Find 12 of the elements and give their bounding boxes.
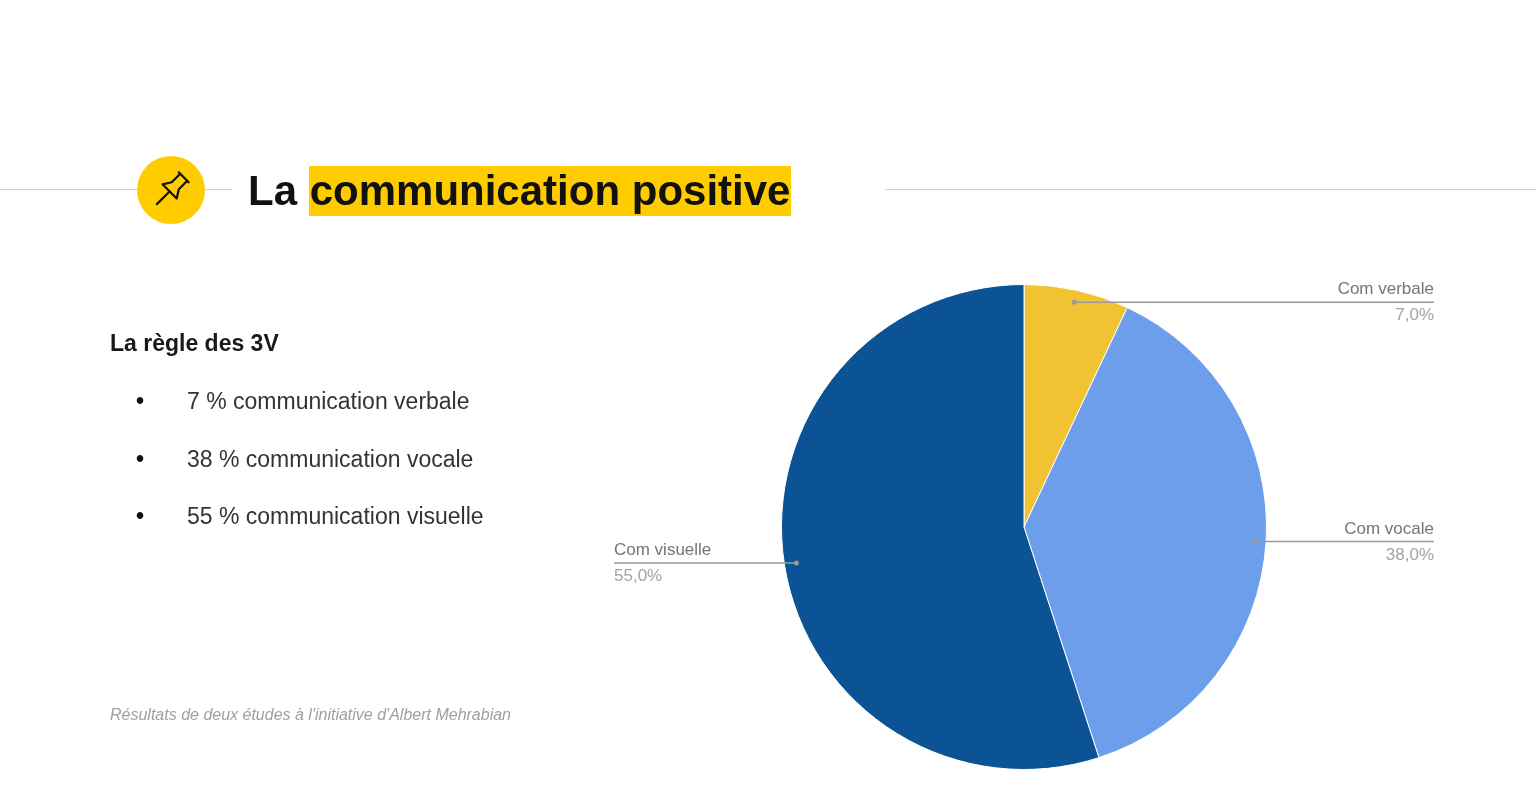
slice-label: Com verbale [1337,279,1434,299]
chart-title: La communication positive [248,166,792,216]
text: • 7 % communication verbale [136,388,470,414]
text: La règle des 3V [110,330,279,357]
slice-label: Com vocale [1344,518,1434,538]
text: • 55 % communication visuelle [136,503,484,529]
data-label: 38,0% [1385,544,1434,564]
slice-label: Com visuelle [614,540,712,560]
text: Résultats de deux études à l'initiative d'Albert Mehrabian [110,706,512,724]
text: • 38 % communication vocale [136,445,474,472]
data-label: 55,0% [614,566,663,586]
data-label: 7,0% [1395,305,1434,325]
